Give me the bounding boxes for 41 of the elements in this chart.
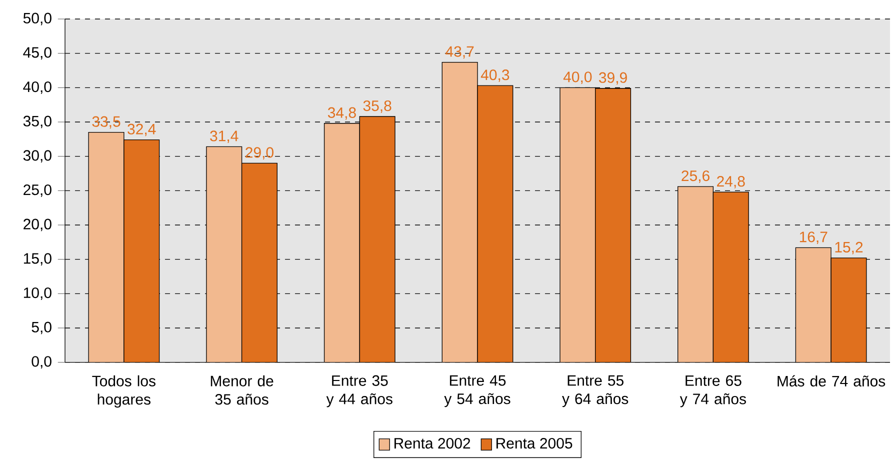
data-label: 31,4 bbox=[210, 130, 238, 144]
bar bbox=[242, 163, 278, 362]
x-tick-label: Todos los hogares bbox=[92, 375, 156, 408]
y-tick-label: 40,0 bbox=[23, 81, 52, 94]
bar bbox=[595, 88, 631, 362]
y-tick-label: 35,0 bbox=[23, 116, 52, 128]
y-tick-label: 20,0 bbox=[24, 218, 52, 232]
bar bbox=[360, 116, 396, 362]
data-label: 33,5 bbox=[92, 116, 120, 129]
data-label: 25,6 bbox=[682, 170, 710, 183]
y-tick-label: 45,0 bbox=[23, 47, 52, 60]
y-tick-label: 15,0 bbox=[24, 253, 52, 266]
bar bbox=[124, 140, 160, 362]
bar bbox=[830, 258, 867, 362]
bar bbox=[713, 192, 749, 362]
y-tick-label: 50,0 bbox=[23, 12, 52, 26]
y-tick-label: 10,0 bbox=[24, 287, 52, 300]
y-tick-label: 0,0 bbox=[32, 356, 52, 369]
data-label: 34,8 bbox=[328, 107, 356, 120]
data-label: 43,7 bbox=[446, 46, 474, 59]
data-label: 16,7 bbox=[800, 232, 828, 244]
x-tick-label: Más de 74 años bbox=[778, 375, 886, 387]
y-tick-label: 30,0 bbox=[23, 150, 52, 163]
data-label: 29,0 bbox=[246, 147, 274, 160]
legend-label: Renta 2002 bbox=[394, 438, 470, 449]
x-tick-label: Entre 65 y 74 años bbox=[680, 375, 746, 408]
legend-label: Renta 2005 bbox=[496, 438, 572, 449]
data-label: 15,2 bbox=[835, 242, 863, 254]
x-tick-label: Menor de 35 años bbox=[210, 375, 274, 405]
data-label: 39,9 bbox=[599, 72, 627, 85]
data-label: 40,0 bbox=[563, 72, 592, 84]
data-label: 24,8 bbox=[717, 176, 745, 188]
x-tick-label: Entre 45 y 54 años bbox=[444, 375, 510, 408]
bar bbox=[477, 86, 513, 362]
x-tick-label: Entre 35 y 44 años bbox=[326, 375, 392, 408]
data-label: 40,3 bbox=[480, 70, 510, 82]
x-tick-label: Entre 55 y 64 años bbox=[562, 375, 628, 408]
y-tick-label: 25,0 bbox=[24, 184, 52, 197]
data-label: 32,4 bbox=[128, 124, 156, 136]
y-tick-label: 5,0 bbox=[32, 322, 52, 334]
data-label: 35,8 bbox=[363, 100, 392, 113]
